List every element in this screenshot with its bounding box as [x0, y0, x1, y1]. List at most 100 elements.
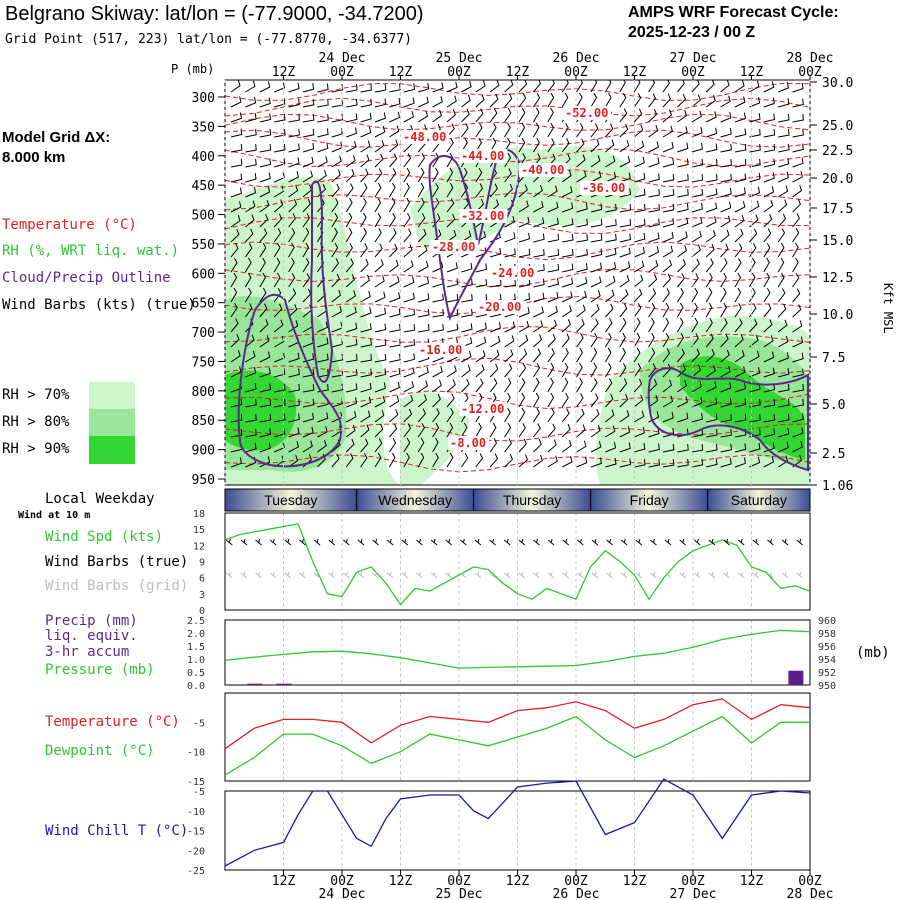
wind-barb: [475, 108, 484, 123]
height-tick-label: 22.5: [822, 144, 853, 159]
time-axis-hour-label: 00Z: [798, 65, 822, 80]
wind-barb-true: [459, 538, 467, 546]
wind-barb: [633, 260, 645, 273]
pressure-tick-label: 500: [192, 209, 215, 224]
wind-barb: [576, 304, 586, 318]
time-axis-date-label: 26 Dec: [553, 51, 600, 66]
wind-barb: [619, 140, 630, 153]
wind-barb: [677, 110, 687, 123]
wind-barb: [259, 351, 271, 363]
wind-barb-true: [299, 538, 306, 546]
wind-barb: [691, 80, 700, 93]
wind-barb: [489, 93, 499, 108]
wind-barb: [504, 80, 514, 93]
wind-barb: [777, 213, 787, 228]
wind-barb: [662, 259, 673, 273]
wind-barb: [562, 263, 574, 273]
legend-rh90-label: RH > 90%: [2, 441, 70, 457]
height-tick-label: 7.5: [822, 351, 845, 366]
wind-barb: [432, 309, 444, 318]
wind-barb: [706, 143, 718, 153]
wind-barb: [778, 352, 789, 363]
wind-barb: [403, 97, 415, 108]
wind-barb: [518, 407, 526, 423]
time-axis-hour-label: 12Z: [272, 874, 296, 889]
wind-barb: [259, 272, 266, 288]
wind-barb: [763, 257, 770, 273]
wind-barb: [648, 203, 660, 213]
wind-barb: [706, 458, 718, 468]
wind-barb: [259, 97, 271, 108]
wind-barb: [533, 278, 545, 288]
wind-barb-true: [269, 538, 277, 546]
wind-barb: [374, 243, 383, 258]
wind-barb: [374, 396, 386, 408]
wind-barb: [619, 275, 630, 288]
wind-barb: [302, 114, 315, 123]
wind-barb: [648, 379, 658, 393]
wind-barb: [374, 323, 387, 333]
wind-barb: [720, 201, 732, 213]
wind-barb: [705, 230, 716, 243]
wind-barb: [763, 242, 771, 258]
wind-barb: [274, 441, 285, 453]
wind-barb: [605, 303, 614, 318]
wind-barb: [677, 458, 689, 468]
wind-barb: [489, 137, 497, 153]
wind-barb: [677, 259, 686, 273]
wind-barb: [561, 122, 569, 138]
wind-barb: [734, 443, 747, 453]
wind-barb: [288, 171, 299, 183]
wind-barb: [331, 83, 344, 93]
wind-barb: [706, 413, 718, 423]
wind-barb: [677, 188, 689, 198]
wind-barb: [634, 233, 646, 243]
wind-barb: [734, 243, 743, 258]
wind-barb: [360, 323, 372, 333]
wind-barb: [288, 441, 299, 453]
wind-barb: [274, 368, 286, 378]
wind-barb: [619, 426, 631, 438]
temperature-contour: [225, 423, 810, 442]
wind-barb: [662, 273, 671, 288]
wind-barb: [288, 185, 299, 198]
wind-barb-grid: [547, 571, 555, 579]
wind-barb: [547, 263, 560, 273]
wind-barb: [403, 260, 414, 273]
wind-barb: [734, 80, 745, 93]
wind-barb: [475, 322, 487, 333]
wind-barb: [274, 413, 286, 423]
wind-barb-grid: [650, 571, 657, 579]
wind-barb: [345, 274, 355, 288]
wind-barb: [720, 429, 732, 438]
wind-barbs-grid-label: Wind Barbs (grid): [45, 578, 189, 594]
panel-left-tick-label: 1.0: [187, 655, 205, 666]
wind-barb: [504, 335, 515, 348]
wind-barb: [547, 392, 555, 408]
wind-barb-grid: [328, 571, 336, 579]
wind-barb: [547, 439, 557, 453]
wind-barb: [259, 456, 271, 468]
wind-barb: [634, 458, 646, 468]
wind-barb-true: [737, 538, 745, 546]
wind-barb: [403, 353, 416, 363]
wind-barb: [749, 158, 761, 168]
wind-barb: [230, 350, 241, 363]
panel-right-tick-label: 956: [818, 642, 836, 653]
wind-note: Wind at 10 m: [18, 510, 91, 521]
wind-barb: [490, 322, 502, 333]
wind-barb: [648, 288, 657, 303]
wind-barb: [734, 143, 747, 153]
wind-barb: [706, 444, 718, 453]
wind-barb: [562, 218, 574, 228]
wind-barb: [490, 247, 502, 258]
wind-barb: [576, 170, 587, 183]
wind-barb: [691, 158, 704, 168]
wind-barb: [403, 381, 415, 393]
time-axis-hour-label: 00Z: [564, 874, 588, 889]
wind-barb: [705, 272, 713, 288]
wind-barb: [576, 234, 588, 243]
wind-barb: [633, 108, 643, 123]
wind-barb: [504, 438, 512, 453]
wind-barb: [533, 249, 545, 258]
